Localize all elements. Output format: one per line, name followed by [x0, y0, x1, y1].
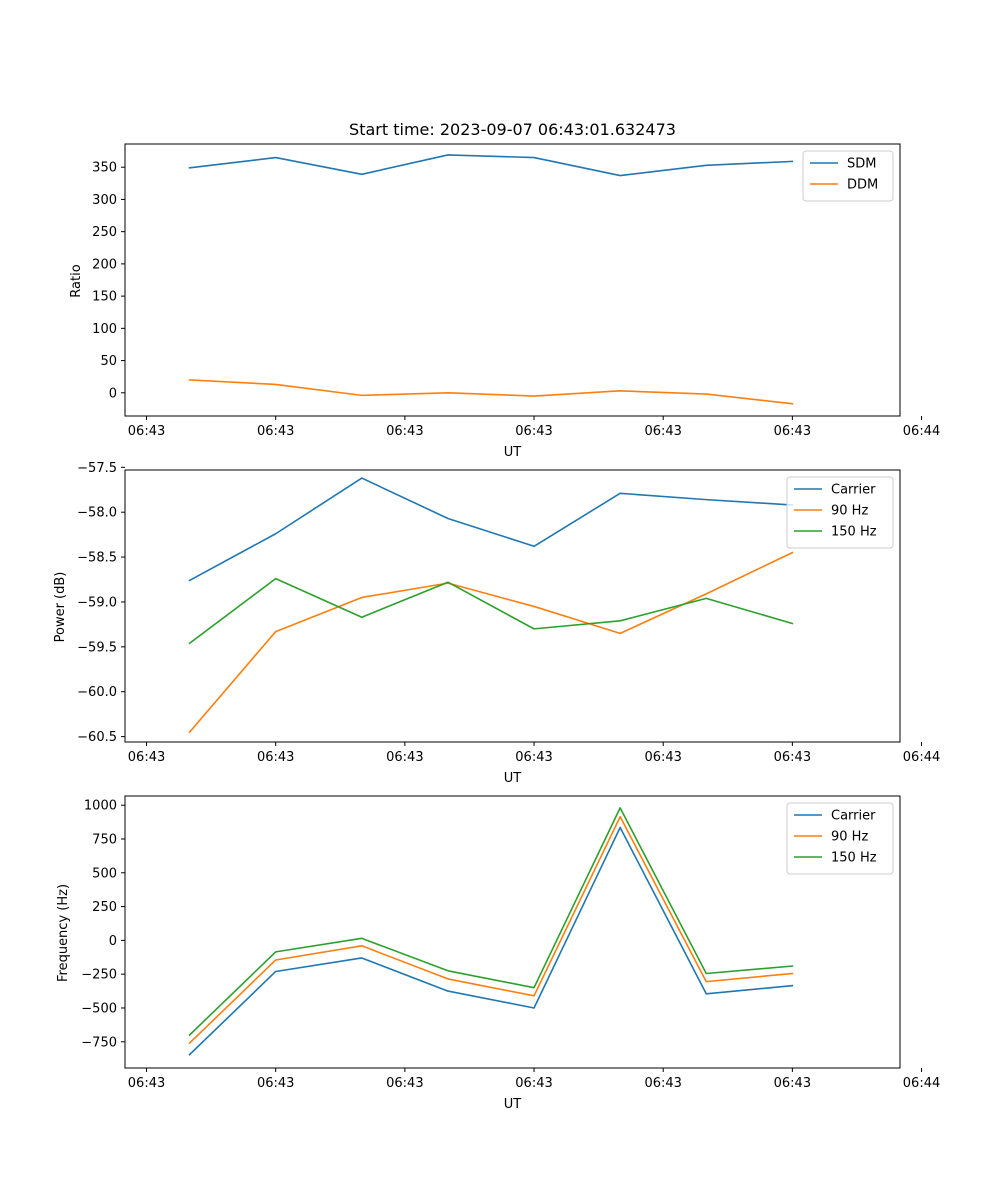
- x-tick-label: 06:43: [128, 750, 165, 765]
- y-tick-label: −57.5: [77, 461, 117, 476]
- series-line-150-hz: [188, 577, 794, 645]
- legend-label: DDM: [847, 178, 878, 193]
- y-tick-label: 0: [109, 934, 117, 949]
- y-tick-label: −58.0: [77, 506, 117, 521]
- series-line-ddm: [188, 379, 794, 405]
- axes-frame: [124, 143, 901, 417]
- y-tick-label: 100: [92, 322, 117, 337]
- legend-label: 150 Hz: [831, 851, 877, 866]
- y-tick-label: −58.5: [77, 551, 117, 566]
- ratio-plot-area: 06:43 06:43 06:43 06:43 06:43 06:43 06:44 0 50 10…: [92, 143, 940, 439]
- legend-label: 150 Hz: [831, 525, 877, 540]
- y-axis-label-power: Power (dB): [53, 572, 68, 643]
- x-tick-label: 06:43: [515, 1076, 552, 1091]
- y-tick-label: 150: [92, 290, 117, 305]
- series-line-90-hz: [188, 815, 794, 1045]
- series-line-sdm: [188, 154, 794, 177]
- power-panel: 06:43 06:43 06:43 06:43 06:43 06:43 06:44 −60.5…: [53, 461, 940, 786]
- legend-label: Carrier: [831, 809, 876, 824]
- legend-label: Carrier: [831, 483, 876, 498]
- frequency-plot-area: 06:43 06:43 06:43 06:43 06:43 06:43 06:44 −750 −…: [81, 795, 940, 1091]
- y-tick-label: −60.5: [77, 730, 117, 745]
- power-plot-area: 06:43 06:43 06:43 06:43 06:43 06:43 06:44 −60.5…: [77, 461, 940, 765]
- x-tick-label: 06:43: [386, 424, 423, 439]
- ratio-panel: Start time: 2023-09-07 06:43:01.632473 0…: [69, 120, 940, 460]
- y-tick-label: 50: [100, 354, 117, 369]
- x-tick-label: 06:43: [644, 1076, 681, 1091]
- series-line-150-hz: [188, 807, 794, 1037]
- x-tick-label: 06:43: [644, 750, 681, 765]
- x-tick-label: 06:43: [257, 750, 294, 765]
- y-tick-label: −750: [81, 1035, 117, 1050]
- axes-frame: [124, 469, 901, 743]
- y-tick-label: 350: [92, 161, 117, 176]
- y-tick-label: 250: [92, 900, 117, 915]
- y-tick-label: 1000: [84, 799, 117, 814]
- x-tick-label: 06:43: [386, 1076, 423, 1091]
- y-tick-label: −59.5: [77, 640, 117, 655]
- x-tick-label: 06:43: [128, 1076, 165, 1091]
- y-tick-label: −250: [81, 968, 117, 983]
- x-tick-label: 06:44: [903, 750, 940, 765]
- chart-title: Start time: 2023-09-07 06:43:01.632473: [349, 120, 676, 139]
- x-axis-label: UT: [504, 445, 522, 460]
- x-tick-label: 06:43: [257, 424, 294, 439]
- x-tick-label: 06:43: [128, 424, 165, 439]
- series-line-carrier: [188, 477, 794, 582]
- frequency-panel: 06:43 06:43 06:43 06:43 06:43 06:43 06:44 −750 −…: [56, 795, 940, 1112]
- x-axis-label: UT: [504, 1097, 522, 1112]
- x-tick-label: 06:43: [257, 1076, 294, 1091]
- legend-label: 90 Hz: [831, 830, 868, 845]
- x-tick-label: 06:44: [903, 424, 940, 439]
- legend-label: SDM: [847, 157, 876, 172]
- y-tick-label: 0: [109, 386, 117, 401]
- y-tick-label: 300: [92, 193, 117, 208]
- legend-label: 90 Hz: [831, 504, 868, 519]
- series-line-carrier: [188, 826, 794, 1056]
- y-tick-label: 500: [92, 866, 117, 881]
- y-tick-label: 200: [92, 257, 117, 272]
- series-line-90-hz: [188, 551, 794, 734]
- y-tick-label: 750: [92, 832, 117, 847]
- x-tick-label: 06:43: [774, 750, 811, 765]
- x-tick-label: 06:43: [515, 750, 552, 765]
- y-tick-label: −59.0: [77, 595, 117, 610]
- x-tick-label: 06:43: [515, 424, 552, 439]
- x-tick-label: 06:43: [774, 1076, 811, 1091]
- x-axis-label: UT: [504, 771, 522, 786]
- x-tick-label: 06:43: [774, 424, 811, 439]
- y-tick-label: −60.0: [77, 685, 117, 700]
- x-tick-label: 06:43: [644, 424, 681, 439]
- y-axis-label-frequency: Frequency (Hz): [56, 884, 71, 982]
- y-axis-label-ratio: Ratio: [69, 264, 84, 297]
- axes-frame: [124, 795, 901, 1069]
- y-tick-label: 250: [92, 225, 117, 240]
- x-tick-label: 06:44: [903, 1076, 940, 1091]
- x-tick-label: 06:43: [386, 750, 423, 765]
- y-tick-label: −500: [81, 1001, 117, 1016]
